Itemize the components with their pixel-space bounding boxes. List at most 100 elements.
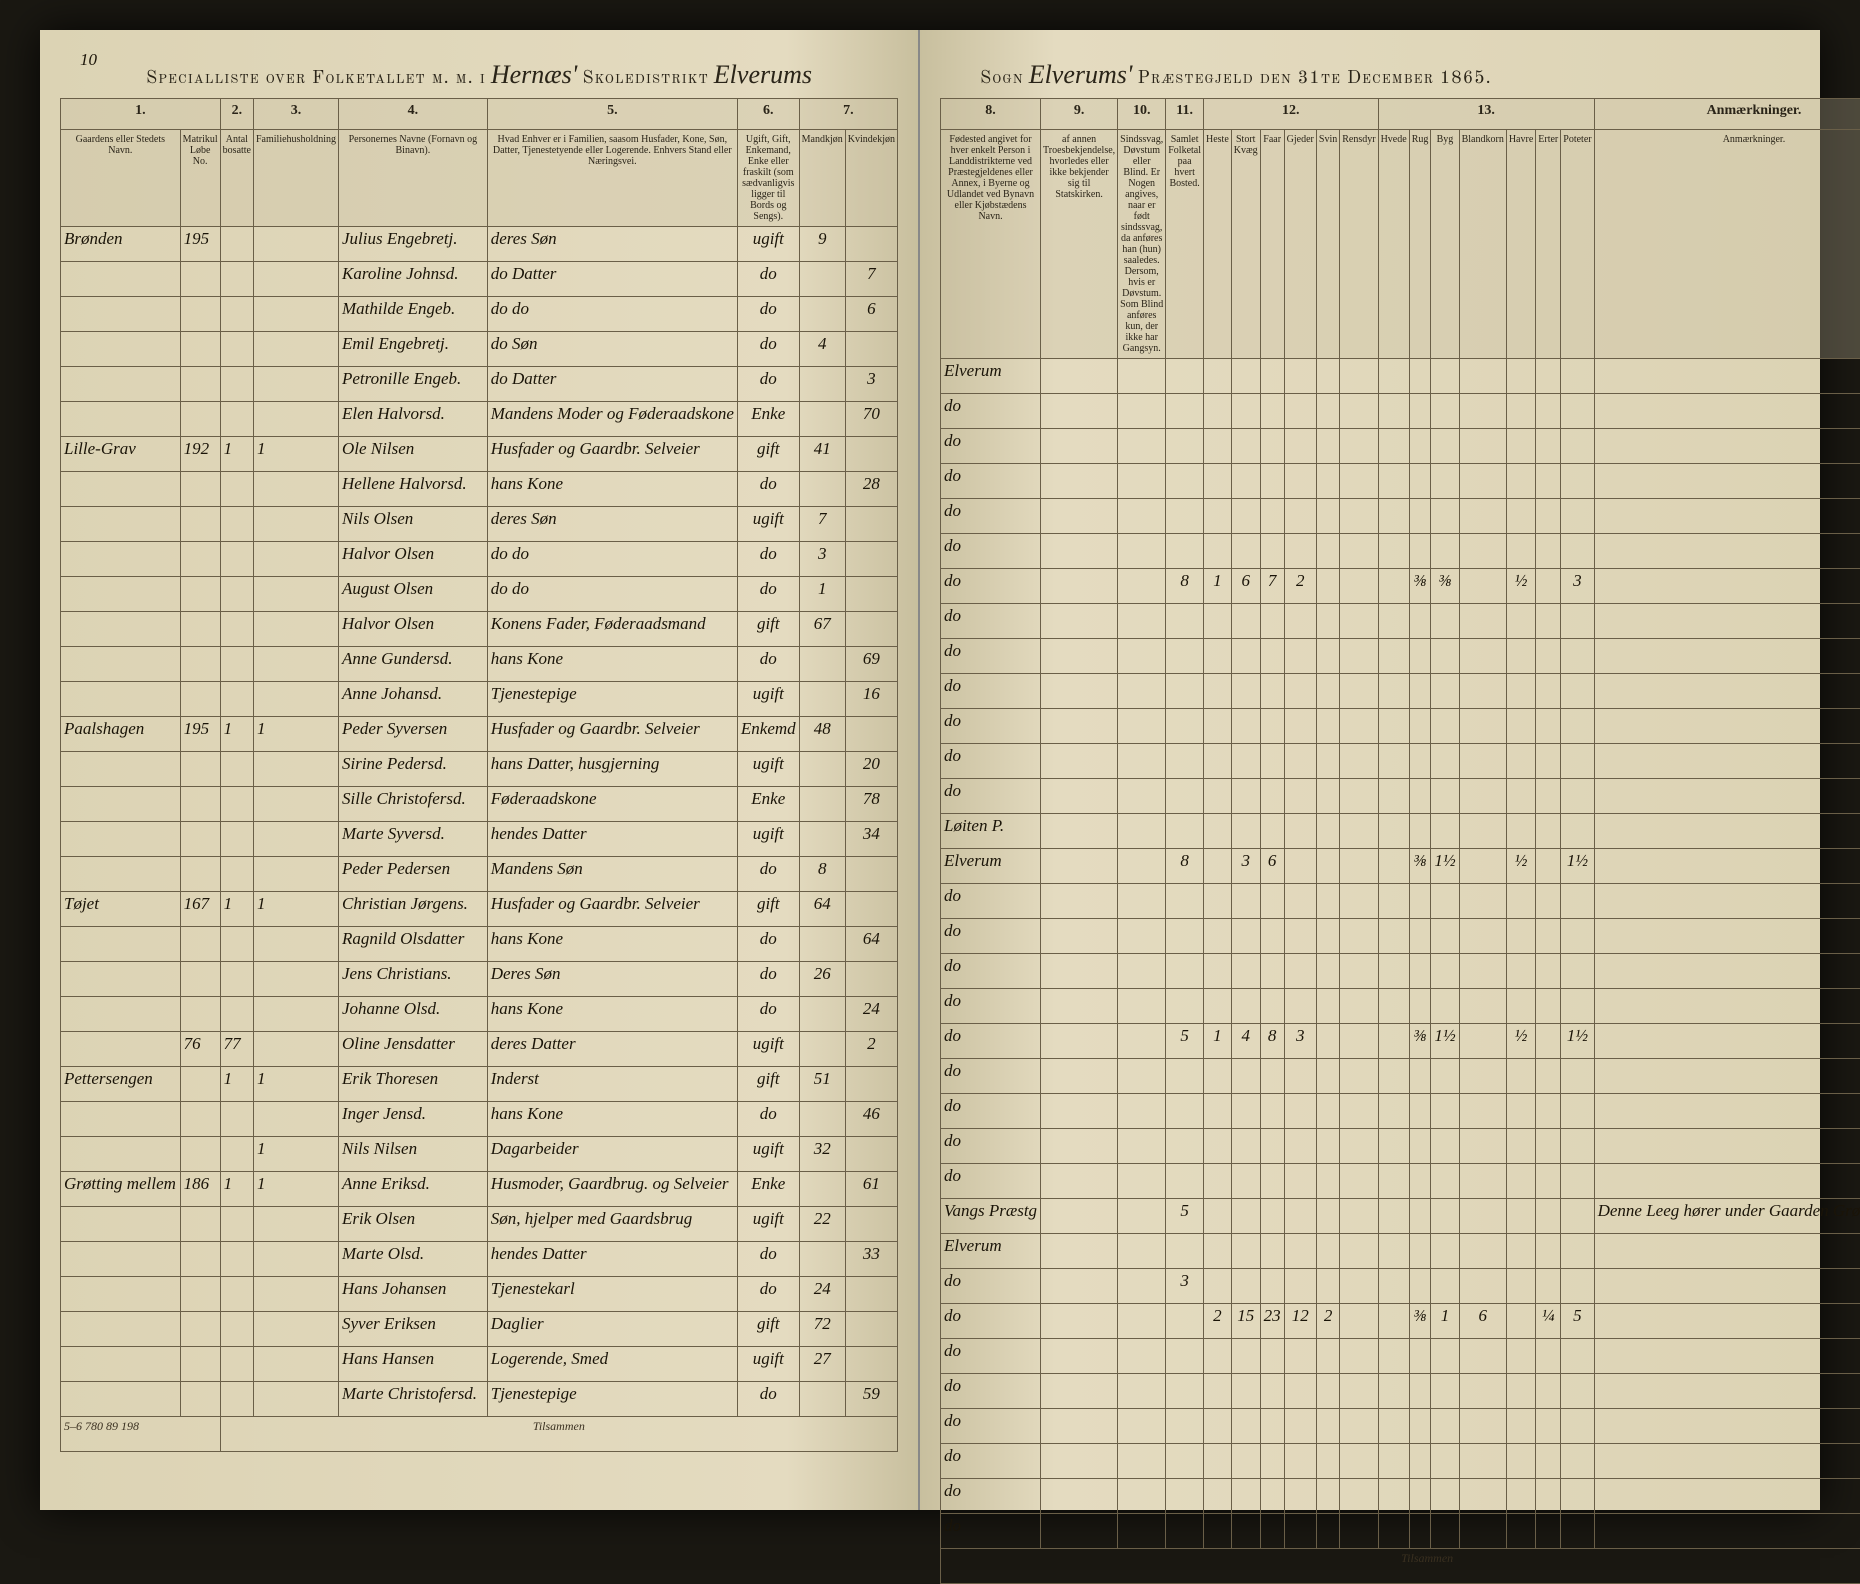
table-row: Syver EriksenDagliergift72 [61,1312,898,1347]
religion [1041,1269,1118,1304]
seed-3 [1459,1514,1506,1549]
remarks [1594,1304,1860,1339]
remarks [1594,429,1860,464]
farm-name [61,262,181,297]
age-m [799,1382,845,1417]
civil: ugift [737,1032,799,1067]
bosatte [220,962,253,997]
seed-0 [1378,1059,1409,1094]
seed-0 [1378,1024,1409,1059]
matr-no [180,962,220,997]
livestock-2 [1260,1409,1284,1444]
livestock-1 [1231,359,1260,394]
remarks [1594,1339,1860,1374]
civil: do [737,1102,799,1137]
civil: gift [737,612,799,647]
col-4: 4. [339,99,488,130]
left-table: 1. 2. 3. 4. 5. 6. 7. Gaardens eller Sted… [60,98,898,1452]
seed-3 [1459,1234,1506,1269]
livestock-2 [1260,639,1284,674]
seed-2 [1431,954,1459,989]
population [1166,1444,1204,1479]
livestock-2 [1260,989,1284,1024]
table-row: 7677Oline Jensdatterderes Datterugift2 [61,1032,898,1067]
remarks [1594,849,1860,884]
bosatte [220,1242,253,1277]
header-prgjeld: Elverums' [1029,60,1133,89]
table-row: do [941,394,1860,429]
livestock-2: 7 [1260,569,1284,604]
seed-3 [1459,744,1506,779]
livestock-1 [1231,744,1260,779]
population [1166,464,1204,499]
col-3-label: Familiehusholdning [254,130,339,227]
livestock-1 [1231,1059,1260,1094]
remarks [1594,814,1860,849]
livestock-0 [1204,1374,1232,1409]
seed-5 [1536,709,1561,744]
seed-4: ½ [1506,1024,1535,1059]
civil: do [737,1382,799,1417]
role: Husfader og Gaardbr. Selveier [487,717,737,752]
seed-3 [1459,779,1506,814]
seed-5 [1536,569,1561,604]
livestock-0 [1204,1269,1232,1304]
seed-6 [1561,1059,1594,1094]
seed-2 [1431,814,1459,849]
civil: do [737,647,799,682]
bosatte [220,1102,253,1137]
col-1-label: Gaardens eller Stedets Navn. [61,130,181,227]
footer-tilsammen-left: Tilsammen [220,1417,897,1452]
livestock-2 [1260,1234,1284,1269]
age-f: 16 [845,682,897,717]
remarks [1594,919,1860,954]
age-f: 59 [845,1382,897,1417]
seed-1 [1409,1339,1431,1374]
livestock-1 [1231,1164,1260,1199]
livestock-1 [1231,1479,1260,1514]
livestock-5 [1340,954,1378,989]
farm-name [61,507,181,542]
census-book: 10 Specialliste over Folketallet m. m. i… [40,30,1820,1510]
seed-0 [1378,1129,1409,1164]
infirm [1118,604,1166,639]
livestock-3 [1284,1444,1316,1479]
table-row: do [941,499,1860,534]
infirm [1118,1269,1166,1304]
role: hans Kone [487,997,737,1032]
page-number: 10 [80,50,97,70]
person-name: Sirine Pedersd. [339,752,488,787]
bosatte [220,297,253,332]
person-name: Elen Halvorsd. [339,402,488,437]
seed-3 [1459,1444,1506,1479]
livestock-1 [1231,1094,1260,1129]
bosatte: 1 [220,437,253,472]
livestock-0 [1204,359,1232,394]
farm-name [61,1242,181,1277]
population: 3 [1166,1269,1204,1304]
seed-4 [1506,604,1535,639]
table-row: Paalshagen19511Peder SyversenHusfader og… [61,717,898,752]
livestock-1 [1231,464,1260,499]
matr-no [180,612,220,647]
religion [1041,1479,1118,1514]
livestock-2 [1260,1339,1284,1374]
population [1166,814,1204,849]
livestock-3 [1284,359,1316,394]
matr-no [180,1067,220,1102]
table-row: do [941,1409,1860,1444]
seed-6: 5 [1561,1304,1594,1339]
person-name: Hellene Halvorsd. [339,472,488,507]
matr-no [180,332,220,367]
table-row: Marte Syversd.hendes Datterugift34 [61,822,898,857]
religion [1041,1059,1118,1094]
livestock-3 [1284,534,1316,569]
civil: do [737,577,799,612]
header-school: Hernæs' [491,60,577,89]
matr-no [180,367,220,402]
livestock-5 [1340,569,1378,604]
matr-no [180,1382,220,1417]
matr-no [180,1277,220,1312]
person-name: Nils Olsen [339,507,488,542]
seed-1: ⅜ [1409,569,1431,604]
